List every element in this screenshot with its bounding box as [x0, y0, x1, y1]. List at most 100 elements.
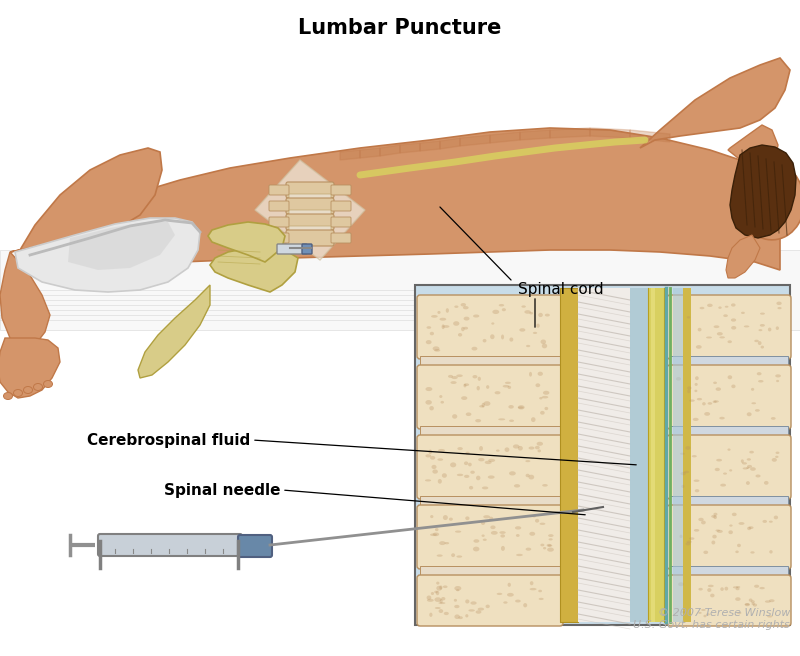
- Ellipse shape: [450, 381, 457, 384]
- Ellipse shape: [682, 485, 685, 488]
- Ellipse shape: [482, 535, 485, 537]
- Ellipse shape: [702, 402, 706, 405]
- Ellipse shape: [703, 550, 708, 554]
- Ellipse shape: [440, 599, 442, 604]
- Ellipse shape: [502, 308, 506, 311]
- Ellipse shape: [717, 332, 722, 335]
- Ellipse shape: [442, 473, 447, 478]
- Ellipse shape: [530, 588, 537, 590]
- FancyBboxPatch shape: [277, 244, 307, 254]
- Ellipse shape: [426, 326, 431, 329]
- Bar: [560, 288, 670, 622]
- Bar: [578, 288, 630, 622]
- Ellipse shape: [737, 612, 742, 614]
- FancyBboxPatch shape: [302, 244, 312, 254]
- Ellipse shape: [430, 515, 434, 518]
- Ellipse shape: [426, 400, 432, 405]
- Ellipse shape: [706, 337, 712, 338]
- Ellipse shape: [769, 599, 774, 602]
- Polygon shape: [520, 130, 550, 140]
- Ellipse shape: [445, 542, 449, 544]
- Ellipse shape: [443, 515, 448, 520]
- Ellipse shape: [689, 400, 694, 402]
- Ellipse shape: [710, 594, 714, 598]
- Ellipse shape: [481, 521, 485, 525]
- Ellipse shape: [548, 534, 554, 537]
- Ellipse shape: [43, 380, 53, 388]
- FancyBboxPatch shape: [331, 233, 351, 243]
- Ellipse shape: [473, 546, 479, 552]
- Ellipse shape: [695, 377, 698, 380]
- Ellipse shape: [731, 303, 735, 306]
- Ellipse shape: [466, 600, 470, 604]
- Ellipse shape: [749, 526, 754, 529]
- Ellipse shape: [679, 535, 682, 538]
- Ellipse shape: [694, 383, 698, 386]
- Ellipse shape: [707, 304, 713, 307]
- Ellipse shape: [698, 588, 703, 590]
- Ellipse shape: [758, 380, 763, 382]
- Ellipse shape: [746, 481, 750, 485]
- Ellipse shape: [438, 449, 445, 452]
- Bar: [683, 288, 691, 622]
- Ellipse shape: [429, 449, 432, 454]
- Ellipse shape: [736, 586, 740, 588]
- Ellipse shape: [434, 349, 440, 352]
- Polygon shape: [420, 141, 440, 151]
- Ellipse shape: [751, 402, 756, 404]
- Ellipse shape: [741, 459, 744, 463]
- Ellipse shape: [770, 550, 773, 554]
- Ellipse shape: [747, 527, 751, 530]
- Ellipse shape: [464, 383, 469, 386]
- Ellipse shape: [455, 531, 462, 533]
- Ellipse shape: [713, 400, 717, 403]
- Ellipse shape: [443, 585, 447, 588]
- Ellipse shape: [457, 474, 463, 476]
- Ellipse shape: [543, 391, 550, 395]
- Bar: [420, 356, 560, 368]
- Polygon shape: [440, 138, 460, 149]
- Ellipse shape: [478, 607, 484, 611]
- Ellipse shape: [426, 387, 432, 391]
- Ellipse shape: [776, 380, 779, 382]
- Ellipse shape: [719, 417, 725, 419]
- Ellipse shape: [714, 400, 719, 403]
- Ellipse shape: [458, 447, 463, 450]
- Ellipse shape: [479, 446, 483, 451]
- Ellipse shape: [454, 306, 458, 308]
- Ellipse shape: [713, 382, 717, 384]
- Ellipse shape: [698, 328, 702, 331]
- Ellipse shape: [450, 462, 456, 467]
- Ellipse shape: [464, 475, 470, 478]
- Ellipse shape: [482, 339, 486, 342]
- Ellipse shape: [760, 312, 765, 315]
- Ellipse shape: [769, 521, 773, 523]
- Ellipse shape: [729, 469, 732, 472]
- Ellipse shape: [507, 593, 514, 597]
- Bar: [420, 496, 560, 508]
- Ellipse shape: [750, 551, 754, 554]
- Bar: [630, 288, 648, 622]
- Ellipse shape: [772, 458, 777, 462]
- Ellipse shape: [542, 484, 548, 487]
- FancyBboxPatch shape: [289, 210, 331, 217]
- Ellipse shape: [540, 544, 544, 546]
- Ellipse shape: [530, 581, 534, 585]
- Bar: [560, 288, 578, 622]
- Bar: [670, 566, 788, 578]
- Ellipse shape: [496, 449, 500, 452]
- Ellipse shape: [529, 447, 534, 449]
- Ellipse shape: [435, 607, 441, 609]
- Ellipse shape: [538, 372, 543, 376]
- Ellipse shape: [486, 385, 490, 389]
- Ellipse shape: [751, 600, 755, 603]
- Ellipse shape: [434, 590, 438, 593]
- Polygon shape: [460, 135, 490, 146]
- Ellipse shape: [716, 459, 722, 461]
- Ellipse shape: [498, 304, 504, 306]
- Ellipse shape: [436, 586, 442, 590]
- Ellipse shape: [536, 323, 540, 328]
- FancyBboxPatch shape: [269, 185, 289, 195]
- Ellipse shape: [471, 347, 478, 350]
- Ellipse shape: [475, 419, 481, 422]
